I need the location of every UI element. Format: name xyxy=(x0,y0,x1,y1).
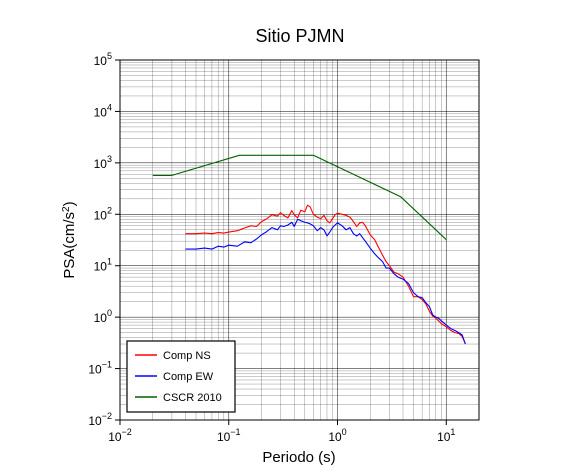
y-axis-label-end: ) xyxy=(61,201,78,206)
y-tick-label: 103 xyxy=(94,154,112,171)
y-tick-label: 101 xyxy=(94,257,112,274)
x-tick-label: 10−2 xyxy=(108,427,132,444)
chart-title: Sitio PJMN xyxy=(255,26,344,46)
y-axis-label-sup: 2 xyxy=(61,206,72,212)
legend-label: Comp NS xyxy=(163,350,211,362)
x-axis-label: Periodo (s) xyxy=(262,449,335,466)
legend-label: CSCR 2010 xyxy=(163,392,222,404)
legend: Comp NS Comp EW CSCR 2010 xyxy=(126,340,236,413)
x-tick-labels: 10−2 10−1 100 101 xyxy=(108,427,455,444)
y-tick-label: 100 xyxy=(94,308,112,325)
x-tick-label: 101 xyxy=(437,427,455,444)
y-tick-label: 102 xyxy=(94,205,112,222)
y-tick-label: 105 xyxy=(94,51,112,68)
legend-items: Comp NS Comp EW CSCR 2010 xyxy=(135,350,222,404)
series-comp-ns xyxy=(185,204,466,345)
y-tick-label: 104 xyxy=(94,102,112,119)
series-comp-ew xyxy=(185,218,466,345)
y-axis-label: PSA(cm/s2) xyxy=(61,201,79,278)
y-tick-labels: 10−2 10−1 100 101 102 103 104 105 xyxy=(88,51,112,428)
plot-frame xyxy=(119,59,480,421)
y-tick-label: 10−2 xyxy=(88,411,112,428)
x-tick-label: 10−1 xyxy=(217,427,241,444)
y-tick-label: 10−1 xyxy=(88,360,112,377)
legend-label: Comp EW xyxy=(163,371,214,383)
series-cscr-2010 xyxy=(152,154,447,241)
series-lines xyxy=(152,154,466,345)
grid xyxy=(119,59,480,421)
y-axis-label-main: PSA(cm/s xyxy=(61,212,78,279)
x-tick-label: 100 xyxy=(328,427,346,444)
ticks xyxy=(115,59,447,425)
